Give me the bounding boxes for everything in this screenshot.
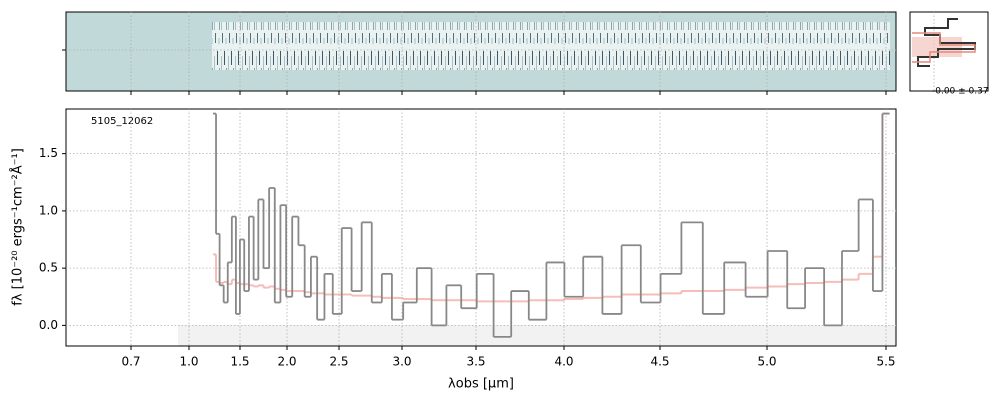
- y-axis-title: fλ [10⁻²⁰ ergs⁻¹cm⁻²Å⁻¹]: [10, 148, 26, 306]
- x-tick-label: 2.5: [329, 355, 348, 369]
- x-tick-label: 5.0: [757, 355, 776, 369]
- x-tick-label: 4.0: [554, 355, 573, 369]
- x-tick-label: 2.0: [277, 355, 296, 369]
- y-tick-label: 1.0: [39, 203, 58, 217]
- y-tick-label: 0.0: [39, 318, 58, 332]
- x-tick-label: 3.5: [466, 355, 485, 369]
- x-tick-label: 5.5: [876, 355, 895, 369]
- x-tick-label: 1.5: [230, 355, 249, 369]
- error-band: [178, 325, 896, 346]
- x-tick-label: 3.0: [392, 355, 411, 369]
- plot-frame: [65, 108, 897, 347]
- x-tick-label: 4.5: [650, 355, 669, 369]
- spectrum-2d-panel: [62, 11, 897, 92]
- x-tick-label: 1.0: [179, 355, 198, 369]
- profile-panel: -0.00 ± 0.37: [909, 11, 989, 97]
- profile-label: -0.00 ± 0.37: [932, 87, 989, 97]
- x-axis-title: λobs [μm]: [448, 377, 514, 392]
- annotation: 5105_12062: [91, 116, 153, 127]
- step-connector: [215, 113, 884, 302]
- y-tick-label: 1.5: [39, 146, 58, 160]
- step-connector: [215, 113, 884, 337]
- x-tick-label: 0.7: [121, 355, 140, 369]
- y-tick-label: 0.5: [39, 261, 58, 275]
